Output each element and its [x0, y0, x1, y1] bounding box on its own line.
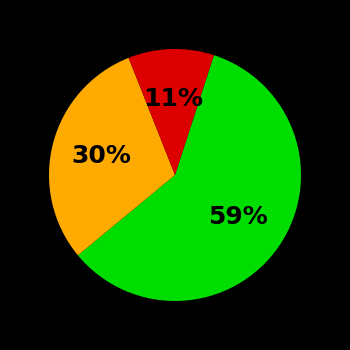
Text: 59%: 59%	[208, 205, 267, 230]
Wedge shape	[128, 49, 214, 175]
Text: 30%: 30%	[72, 144, 132, 168]
Wedge shape	[78, 55, 301, 301]
Text: 11%: 11%	[143, 88, 203, 111]
Wedge shape	[49, 58, 175, 255]
